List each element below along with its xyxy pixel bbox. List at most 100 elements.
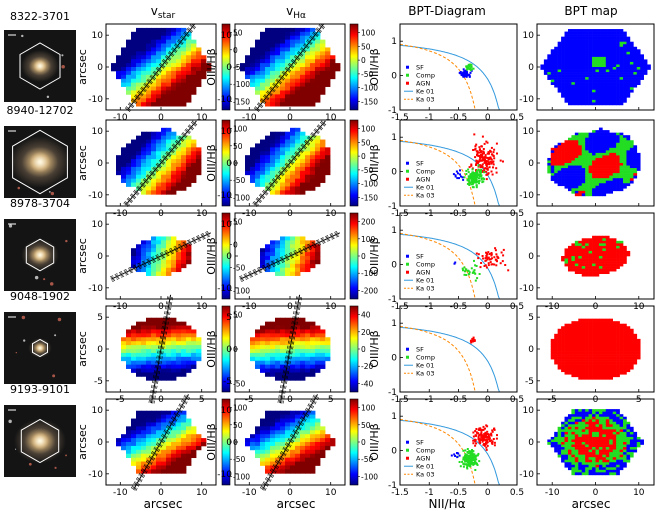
velocity-pixel bbox=[310, 321, 316, 326]
velocity-pixel bbox=[171, 445, 177, 451]
map-pixel-agn bbox=[595, 366, 600, 370]
map-pixel-sf bbox=[636, 165, 641, 169]
map-pixel-sf bbox=[616, 36, 620, 40]
velocity-pixel bbox=[121, 178, 127, 183]
velocity-pixel bbox=[201, 74, 207, 80]
map-pixel-sf bbox=[609, 190, 613, 194]
velocity-pixel bbox=[171, 244, 177, 249]
map-pixel-agn bbox=[557, 157, 562, 161]
velocity-pixel bbox=[206, 67, 212, 72]
map-pixel-sf bbox=[585, 87, 589, 91]
velocity-pixel bbox=[285, 178, 291, 183]
velocity-pixel bbox=[141, 240, 147, 245]
velocity-pixel bbox=[186, 418, 192, 423]
velocity-pixel bbox=[191, 345, 197, 350]
map-pixel-sf bbox=[619, 61, 624, 65]
velocity-pixel bbox=[275, 438, 281, 443]
velocity-pixel bbox=[320, 74, 326, 80]
map-pixel-sf bbox=[640, 69, 644, 73]
velocity-pixel bbox=[141, 360, 147, 366]
map-pixel-sf bbox=[564, 183, 569, 187]
velocity-pixel bbox=[121, 47, 127, 52]
map-pixel-agn bbox=[619, 346, 624, 350]
velocity-pixel bbox=[255, 55, 261, 60]
velocity-pixel bbox=[141, 449, 147, 455]
map-pixel-agn bbox=[588, 261, 593, 264]
row2-bpt-ka03-curve bbox=[399, 232, 477, 300]
velocity-pixel bbox=[181, 102, 187, 107]
row1-bpt-legend-label-ke: Ke 01 bbox=[416, 184, 434, 192]
velocity-pixel bbox=[325, 166, 331, 172]
map-pixel-comp bbox=[633, 72, 638, 75]
bpt-point-agn bbox=[475, 161, 478, 164]
galaxy-core-4 bbox=[30, 431, 50, 451]
velocity-pixel bbox=[171, 333, 177, 338]
velocity-pixel bbox=[156, 63, 162, 68]
velocity-pixel bbox=[320, 86, 326, 91]
velocity-pixel bbox=[290, 376, 296, 381]
map-pixel-sf bbox=[571, 165, 576, 169]
velocity-pixel bbox=[330, 70, 336, 76]
velocity-pixel bbox=[141, 248, 147, 253]
velocity-pixel bbox=[191, 155, 197, 160]
map-pixel-agn bbox=[602, 374, 607, 378]
map-pixel-comp bbox=[616, 245, 620, 249]
row3-bpt-legend-label-sf: SF bbox=[416, 346, 424, 354]
map-pixel-agn bbox=[557, 160, 562, 164]
velocity-pixel bbox=[146, 166, 152, 172]
map-pixel-comp bbox=[626, 170, 631, 174]
map-pixel-comp bbox=[619, 41, 624, 45]
map-pixel-agn bbox=[581, 331, 586, 335]
map-pixel-agn bbox=[578, 328, 583, 332]
map-pixel-agn bbox=[595, 245, 600, 249]
map-pixel-comp bbox=[612, 147, 617, 151]
map-pixel-agn bbox=[629, 364, 634, 368]
velocity-pixel bbox=[151, 70, 157, 76]
velocity-pixel bbox=[275, 422, 281, 427]
velocity-pixel bbox=[320, 159, 326, 164]
map-pixel-sf bbox=[561, 67, 565, 70]
velocity-pixel bbox=[131, 155, 137, 160]
map-pixel-agn bbox=[571, 361, 576, 365]
velocity-pixel bbox=[136, 98, 142, 103]
row2-vstar-ylabel: arcsec bbox=[76, 238, 89, 274]
map-pixel-comp bbox=[581, 132, 586, 136]
velocity-pixel bbox=[166, 43, 172, 48]
map-pixel-sf bbox=[567, 99, 572, 103]
map-pixel-sf bbox=[588, 36, 593, 40]
map-pixel-agn bbox=[623, 245, 627, 249]
map-pixel-agn bbox=[602, 349, 607, 352]
velocity-pixel bbox=[280, 349, 286, 354]
map-pixel-sf bbox=[605, 64, 610, 68]
velocity-pixel bbox=[300, 98, 306, 103]
velocity-pixel bbox=[280, 35, 286, 41]
map-pixel-agn bbox=[581, 250, 586, 254]
map-pixel-agn bbox=[619, 250, 624, 254]
row1-vstar-cb-tick-label-3: -50 bbox=[233, 176, 245, 185]
map-pixel-sf bbox=[629, 180, 634, 184]
map-pixel-agn bbox=[612, 336, 617, 340]
row3-vha-pa-line-4 bbox=[282, 295, 303, 404]
map-pixel-agn bbox=[585, 268, 589, 272]
bpt-point-sf bbox=[460, 175, 462, 178]
map-pixel-sf bbox=[595, 102, 600, 106]
map-pixel-agn bbox=[578, 333, 583, 337]
map-pixel-sf bbox=[578, 34, 583, 37]
velocity-pixel bbox=[280, 317, 286, 323]
map-pixel-agn bbox=[598, 364, 603, 368]
velocity-pixel bbox=[166, 135, 172, 140]
velocity-pixel bbox=[191, 356, 197, 362]
map-pixel-agn bbox=[595, 338, 600, 342]
map-pixel-agn bbox=[605, 318, 610, 322]
map-pixel-agn bbox=[633, 341, 638, 345]
map-pixel-comp bbox=[581, 147, 586, 151]
velocity-pixel bbox=[320, 59, 326, 64]
map-pixel-sf bbox=[623, 49, 627, 53]
velocity-pixel bbox=[305, 31, 311, 37]
map-pixel-comp bbox=[595, 180, 600, 184]
velocity-pixel bbox=[300, 55, 306, 60]
velocity-pixel bbox=[166, 51, 172, 56]
map-pixel-sf bbox=[629, 74, 634, 78]
bpt-point-sf bbox=[453, 262, 456, 265]
velocity-pixel bbox=[270, 131, 276, 137]
